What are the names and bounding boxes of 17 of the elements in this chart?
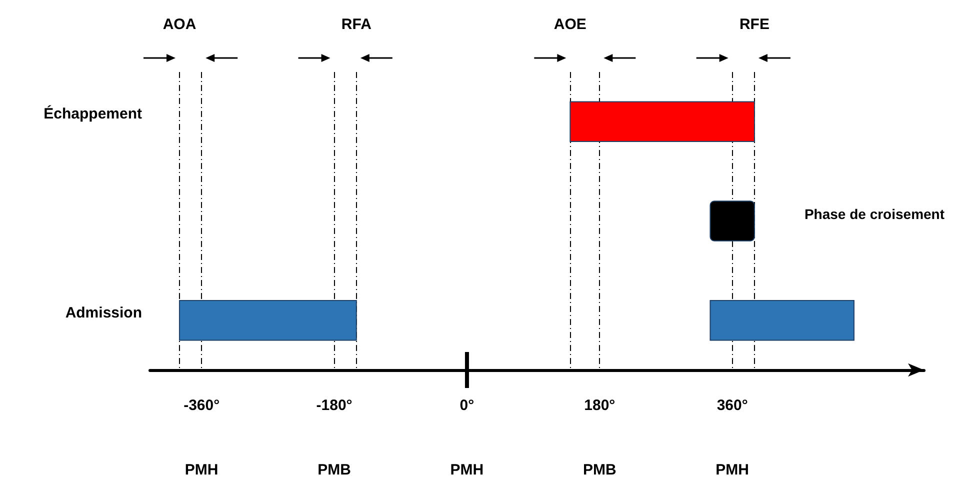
y-tick-label: Échappement bbox=[44, 104, 142, 123]
x-tick-label: -360° bbox=[184, 397, 220, 414]
text: PMH bbox=[716, 462, 750, 478]
ref-line-label: RFE bbox=[739, 16, 770, 33]
annotation: Phase de croisement bbox=[804, 206, 945, 222]
text: PMB bbox=[582, 462, 616, 478]
x-tick-label: 180° bbox=[584, 397, 616, 414]
y-tick-label: Admission bbox=[65, 304, 142, 322]
x-tick-label: 0° bbox=[460, 397, 474, 414]
text: PMH bbox=[450, 462, 484, 478]
text: PMB bbox=[318, 462, 352, 478]
ref-line-label: AOA bbox=[162, 16, 196, 33]
ref-line-label: AOE bbox=[554, 16, 586, 33]
ref-line-label: RFA bbox=[341, 16, 372, 33]
text: PMH bbox=[184, 462, 218, 478]
x-tick-label: -180° bbox=[316, 397, 352, 414]
x-tick-label: 360° bbox=[716, 397, 748, 414]
